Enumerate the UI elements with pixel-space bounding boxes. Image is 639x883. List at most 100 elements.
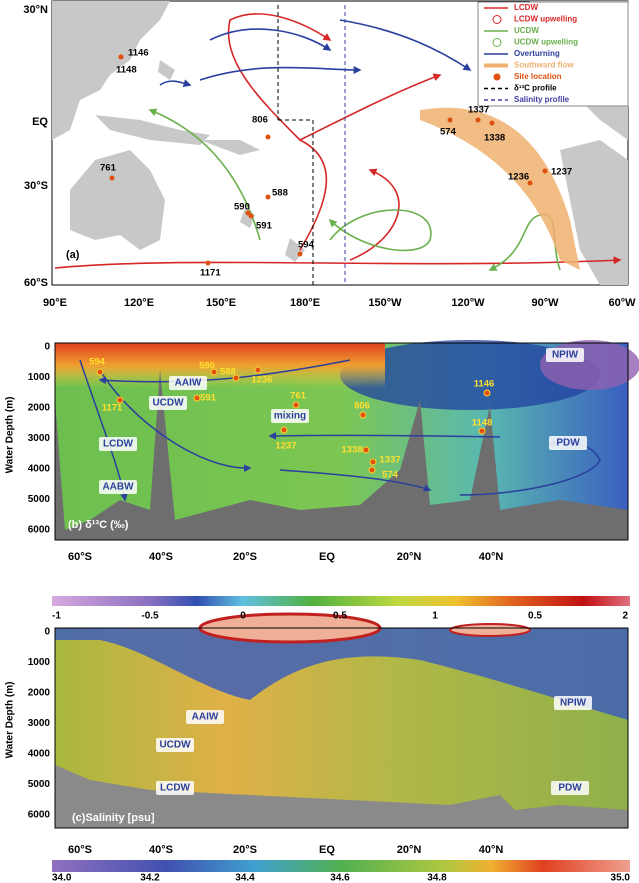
colorbar-tick-label: 34.2 [140,873,160,883]
y-tick-label: 3000 [28,433,51,444]
salinity-section [52,612,630,872]
y-tick-label: 1000 [28,657,51,668]
lat-label: 40°N [479,551,504,563]
colorbar [52,596,630,606]
legend-label: Southward flow [514,61,574,70]
lat-label: EQ [319,551,335,563]
y-tick-label: 3000 [28,718,51,729]
colorbar-tick-label: 34.8 [427,873,447,883]
legend-label: Site location [514,72,562,81]
colorbar [52,860,630,872]
colorbar-tick-label: 34.4 [235,873,255,883]
label-bg [186,710,224,724]
legend-label: UCDW [514,26,539,35]
y-tick-label: 1000 [28,372,51,383]
site-dot [489,120,495,126]
legend-label: LCDW [514,3,538,12]
high-salinity [449,623,531,637]
y-tick-label: 0 [44,342,50,353]
label-bg [149,396,187,410]
site-label: 590 [234,202,250,213]
d13c-profile [278,119,314,285]
site-label: 588 [220,367,236,378]
legend-label: LCDW upwelling [514,15,577,24]
site-dot [232,374,240,382]
low-salinity [55,628,628,720]
section-frame [54,342,629,541]
lat-label: 30°N [23,4,48,16]
site-label: 594 [298,240,315,251]
label-bg [156,781,194,795]
lat-label: 60°S [68,551,92,563]
y-tick-label: 2000 [28,403,51,414]
label-bg [554,696,592,710]
site-dot [109,175,115,181]
site-dot [292,401,300,409]
site-dot [116,396,124,404]
site-label: 591 [200,393,217,404]
site-dot [193,394,201,402]
site-label: 1236 [508,172,529,183]
water-mass-label: LCDW [160,783,191,794]
lat-label: 40°S [149,551,173,563]
colorbar-tick-label: 34.6 [330,873,350,883]
lat-label: 40°S [149,844,173,856]
label-bg [551,781,589,795]
colorbar-tick-label: 0.5 [333,611,347,622]
d13c-section [52,340,639,606]
lon-label: 150°E [206,297,236,309]
y-tick-label: 5000 [28,779,51,790]
site-dot [210,368,218,376]
site-dot [248,213,254,219]
site-label: 574 [440,127,457,138]
label-bg [99,437,137,451]
water-mass-label: mixing [274,411,306,422]
y-tick-label: 4000 [28,464,51,475]
colorbar-tick-label: -1 [52,611,61,622]
water-mass-label: LCDW [103,439,134,450]
water-mass-label: NPIW [552,350,579,361]
site-dot [265,194,271,200]
water-mass-label: PDW [556,438,580,449]
low-d13c [540,340,639,390]
label-bg [546,348,584,362]
southward-flow [420,107,580,270]
lon-label: 90°W [531,297,559,309]
y-axis-label: Water Depth (m) [5,682,16,759]
colorbar-tick-label: 0 [240,611,246,622]
lon-label: 180°E [290,297,320,309]
site-label: 761 [290,391,307,402]
site-label: 594 [89,357,106,368]
site-dot [447,117,453,123]
panel-label: (b) δ¹³C (‰) [68,519,129,531]
site-label: 590 [199,361,215,372]
site-label: 1337 [468,105,489,116]
colorbar-tick-label: 2 [622,611,628,622]
site-dot [362,446,370,454]
colorbar-tick-label: 1 [432,611,438,622]
site-label: 1237 [275,441,296,452]
lat-label: 30°S [24,180,48,192]
water-mass-label: AABW [102,482,134,493]
y-tick-label: 0 [44,627,50,638]
site-label: 574 [382,470,399,481]
water-mass-label: UCDW [152,398,184,409]
legend-label: Salinity profile [514,95,570,104]
colorbar-tick-label: -0.5 [141,611,159,622]
water-mass-label: AAIW [192,712,219,723]
site-dot [96,368,104,376]
lat-label: 20°S [233,844,257,856]
site-dot [359,411,367,419]
label-bg [99,480,137,494]
colorbar-tick-label: 0.5 [528,611,542,622]
y-tick-label: 2000 [28,688,51,699]
legend-label: UCDW upwelling [514,38,578,47]
site-label: 1148 [116,65,137,76]
label-bg [156,738,194,752]
site-label: 1337 [379,455,400,466]
lon-label: 150°W [368,297,402,309]
legend-symbol [492,15,502,24]
site-dot [475,117,481,123]
water-mass-label: AAIW [175,378,202,389]
